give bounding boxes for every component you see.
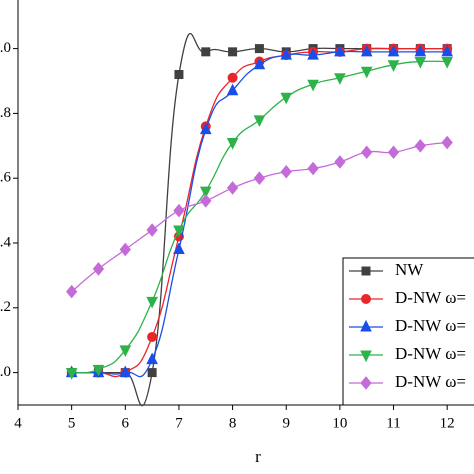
marker — [361, 294, 371, 304]
marker — [200, 194, 212, 208]
marker — [414, 57, 427, 69]
x-tick-label: 12 — [440, 415, 455, 431]
marker — [173, 225, 185, 238]
marker — [361, 145, 373, 160]
marker — [360, 44, 373, 57]
marker — [441, 135, 453, 150]
x-tick-label: 7 — [175, 415, 183, 431]
legend-label: D-NW ω= — [395, 288, 466, 307]
marker — [227, 72, 238, 83]
marker — [119, 345, 132, 358]
y-tick-label: 0.6 — [0, 170, 12, 186]
marker — [174, 70, 184, 80]
series-line — [71, 47, 448, 378]
x-axis-label: r — [255, 447, 261, 466]
series-line — [71, 50, 448, 378]
marker — [119, 242, 131, 257]
marker — [414, 139, 427, 153]
marker — [441, 44, 453, 57]
y-tick-label: 0.2 — [0, 299, 11, 315]
marker — [228, 47, 238, 57]
marker — [387, 145, 400, 160]
y-tick-label: 0.8 — [0, 105, 11, 121]
marker — [173, 203, 185, 218]
marker — [253, 171, 266, 185]
marker — [199, 122, 212, 135]
legend-label: D-NW ω= — [395, 344, 466, 363]
marker — [119, 365, 132, 378]
y-tick-label: 0.0 — [0, 364, 11, 380]
marker — [387, 60, 400, 72]
marker — [146, 223, 158, 237]
x-tick-label: 4 — [14, 415, 22, 431]
marker — [280, 92, 293, 105]
x-tick-label: 5 — [68, 415, 76, 431]
marker — [360, 376, 372, 390]
marker — [146, 352, 158, 365]
marker — [201, 47, 211, 57]
legend-label: D-NW ω= — [395, 372, 466, 391]
marker — [307, 47, 319, 60]
marker — [387, 44, 400, 57]
marker — [254, 44, 264, 54]
x-tick-label: 11 — [386, 415, 400, 431]
marker — [414, 44, 427, 57]
marker — [146, 296, 158, 309]
marker — [334, 44, 346, 57]
marker — [307, 79, 319, 92]
marker — [334, 155, 346, 169]
marker — [253, 57, 266, 70]
marker — [253, 115, 266, 127]
marker — [92, 262, 105, 276]
marker — [92, 364, 105, 377]
x-tick-label: 8 — [229, 415, 237, 431]
marker — [147, 331, 158, 342]
x-tick-label: 10 — [332, 415, 347, 431]
marker — [65, 284, 78, 299]
y-tick-label: 0.4 — [0, 234, 12, 250]
marker — [441, 57, 453, 69]
legend-label: D-NW ω= — [395, 316, 466, 335]
marker — [280, 47, 293, 60]
y-tick-label: 1.0 — [0, 40, 11, 56]
marker — [199, 186, 212, 199]
marker — [226, 138, 239, 150]
marker — [361, 266, 371, 276]
x-tick-label: 9 — [282, 415, 290, 431]
marker — [360, 319, 372, 332]
marker — [226, 181, 239, 195]
marker — [147, 368, 157, 378]
marker — [360, 350, 372, 363]
marker — [65, 368, 78, 380]
marker — [307, 161, 319, 176]
marker — [173, 242, 185, 254]
marker — [280, 164, 292, 179]
marker — [360, 66, 373, 79]
marker — [334, 73, 346, 85]
legend-label: NW — [395, 260, 424, 279]
marker — [226, 83, 239, 96]
x-tick-label: 6 — [122, 415, 130, 431]
